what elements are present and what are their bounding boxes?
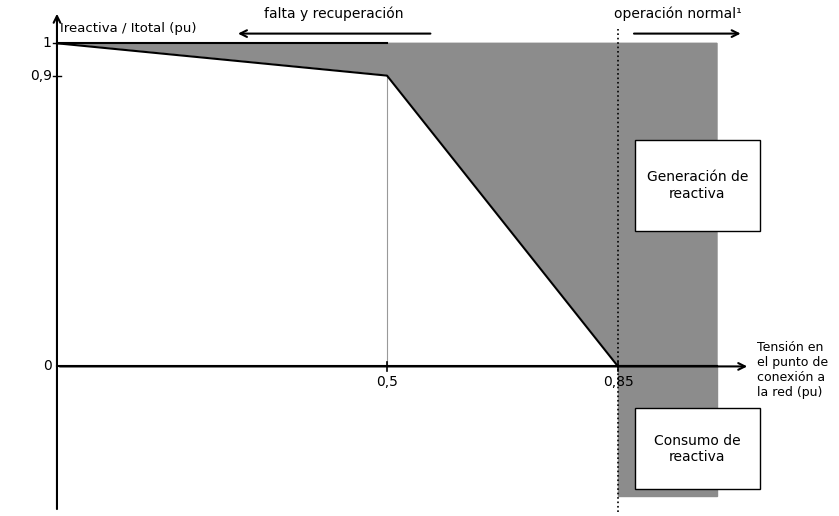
Bar <box>634 140 760 231</box>
Text: Ireactiva / Itotal (pu): Ireactiva / Itotal (pu) <box>60 22 197 35</box>
Text: 1: 1 <box>43 36 52 50</box>
Text: Consumo de
reactiva: Consumo de reactiva <box>654 434 741 464</box>
Text: falta y recuperación: falta y recuperación <box>264 6 404 21</box>
Polygon shape <box>618 366 717 496</box>
Bar <box>634 409 760 489</box>
Text: operación normal¹: operación normal¹ <box>613 6 742 21</box>
Text: Tensión en
el punto de
conexión a
la red (pu): Tensión en el punto de conexión a la red… <box>757 341 828 398</box>
Polygon shape <box>57 43 618 366</box>
Text: 0,85: 0,85 <box>602 375 633 389</box>
Text: 0,5: 0,5 <box>376 375 398 389</box>
Text: 0,9: 0,9 <box>29 69 52 83</box>
Text: Generación de
reactiva: Generación de reactiva <box>647 170 748 201</box>
Text: 0: 0 <box>43 360 52 374</box>
Polygon shape <box>57 43 717 366</box>
